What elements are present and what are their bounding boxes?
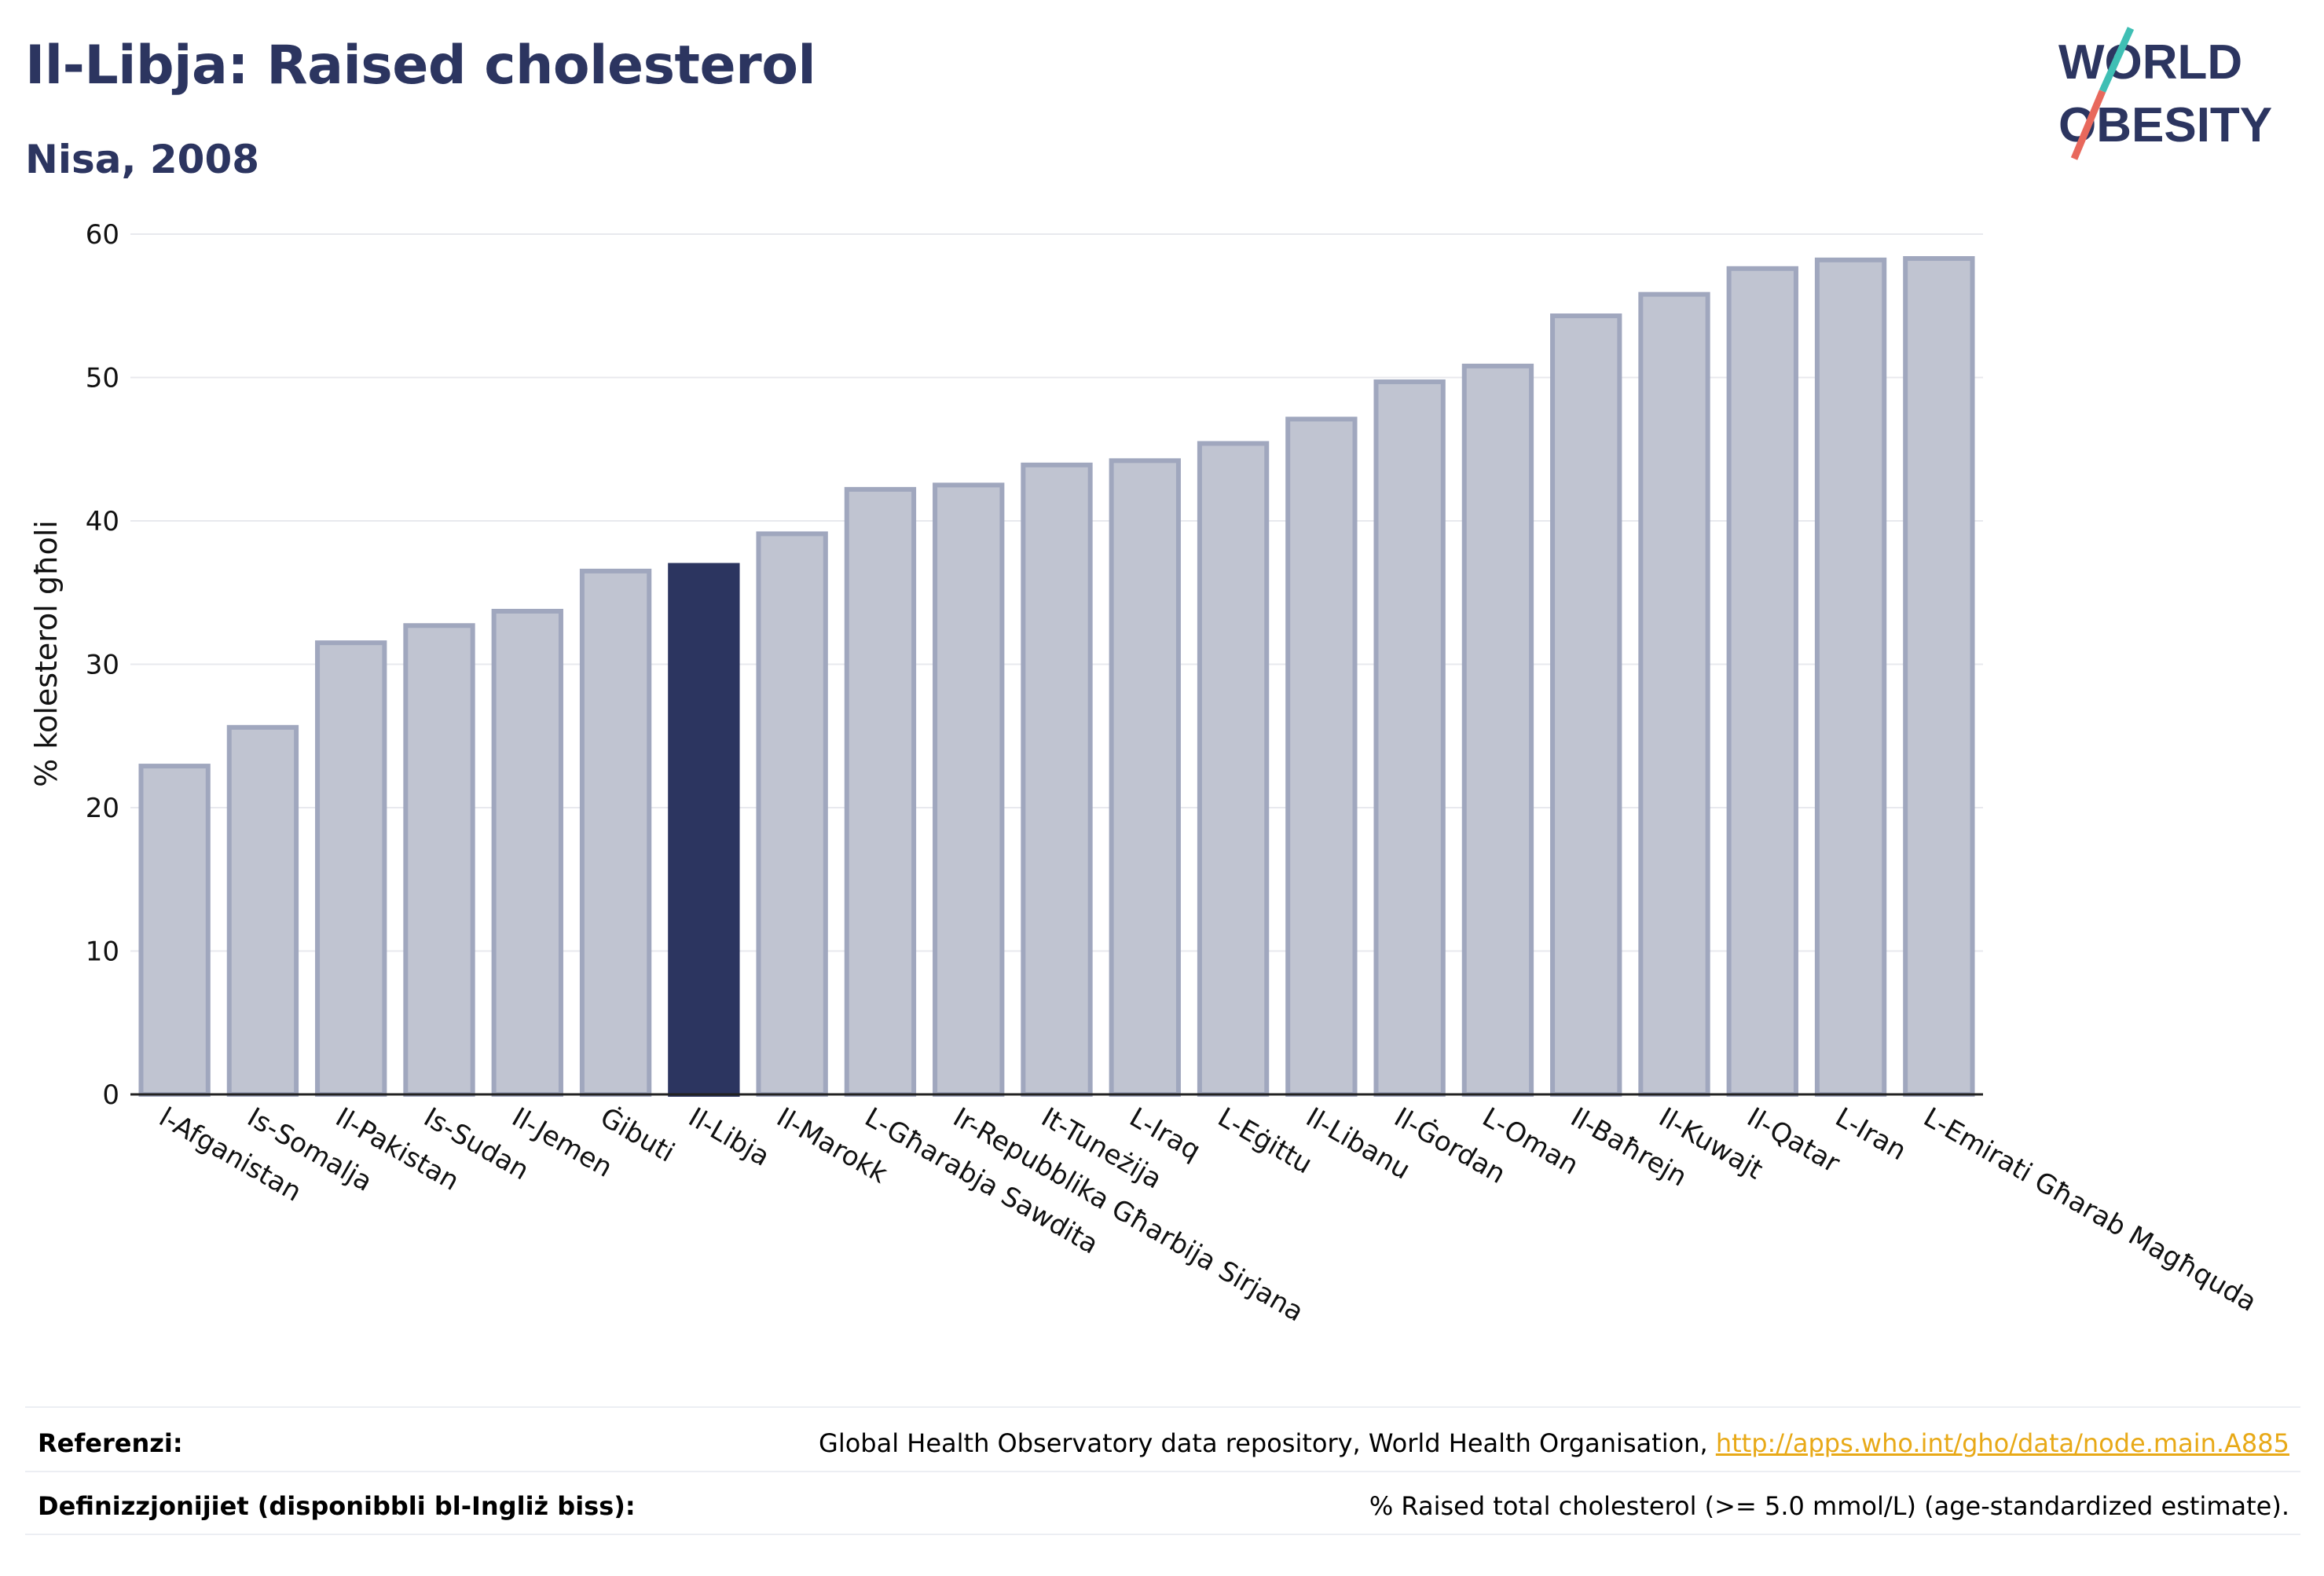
bar-il-jemen: [491, 608, 563, 1097]
bar-l-iran: [1814, 257, 1887, 1098]
x-tick-label: Il-Libja: [683, 1101, 775, 1173]
bar-is-somalja: [226, 724, 299, 1097]
y-tick-label: 10: [86, 936, 119, 968]
bar-l-oman: [1461, 363, 1534, 1097]
chart-title: Il-Libja: Raised cholesterol: [25, 35, 816, 97]
bar-chart: 0102030405060l-AfganistanIs-SomaljaIl-Pa…: [29, 219, 2262, 1329]
y-tick-label: 60: [86, 219, 119, 251]
bar-l-g-arabja-sawdita: [844, 486, 917, 1097]
reference-link[interactable]: http://apps.who.int/gho/data/node.main.A…: [1715, 1428, 2289, 1458]
x-tick-label: L-Emirati Għarab Magħquda: [1918, 1101, 2261, 1318]
bars: [138, 256, 1975, 1098]
world-obesity-logo: WORLD OBESITY: [2058, 27, 2272, 160]
bar-l-iraq: [1109, 458, 1181, 1097]
reference-label: Referenzi:: [38, 1428, 183, 1458]
reference-value: Global Health Observatory data repositor…: [819, 1428, 2289, 1458]
bar-il-qatar: [1726, 266, 1798, 1097]
y-axis-label: % kolesterol għoli: [29, 520, 64, 787]
bar-il-libanu: [1285, 416, 1358, 1097]
y-tick-label: 30: [86, 650, 119, 681]
footer-divider-middle: [25, 1471, 2300, 1472]
bar-l-e-ittu: [1197, 441, 1270, 1097]
definition-text: % Raised total cholesterol (>= 5.0 mmol/…: [1369, 1491, 2289, 1521]
logo-slash-top: [2099, 27, 2135, 93]
logo-slash-bottom: [2070, 90, 2106, 160]
chart-subtitle: Nisa, 2008: [25, 137, 260, 182]
bar-il-pakistan: [315, 640, 387, 1097]
y-tick-label: 20: [86, 793, 119, 824]
bar-il-libja: [668, 563, 740, 1097]
bar-il-kuwajt: [1638, 291, 1710, 1097]
y-tick-label: 0: [102, 1079, 119, 1111]
footer-divider-bottom: [25, 1534, 2300, 1535]
bar--ibuti: [579, 568, 652, 1097]
logo-line1: WORLD: [2058, 35, 2242, 90]
bar-is-sudan: [403, 623, 475, 1097]
bar-il-ordan: [1373, 379, 1446, 1098]
bar-it-tune-ija: [1021, 462, 1093, 1097]
x-tick-label: L-Eġittu: [1212, 1101, 1318, 1180]
bar-l-emirati-g-arab-mag-quda: [1903, 256, 1975, 1097]
footer-divider-top: [25, 1406, 2300, 1408]
x-tick-label: L-Iran: [1830, 1101, 1912, 1167]
reference-text: Global Health Observatory data repositor…: [819, 1428, 1716, 1458]
bar-il-marokk: [756, 531, 828, 1097]
bar-il-ba-rejn: [1550, 313, 1622, 1097]
y-tick-label: 40: [86, 506, 119, 537]
y-tick-label: 50: [86, 363, 119, 394]
bar-ir-repubblika-g-arbija-sirjana: [933, 482, 1005, 1097]
definition-label: Definizzjonijiet (disponibbli bl-Ingliż …: [38, 1491, 636, 1521]
bar-l-afganistan: [138, 764, 211, 1097]
